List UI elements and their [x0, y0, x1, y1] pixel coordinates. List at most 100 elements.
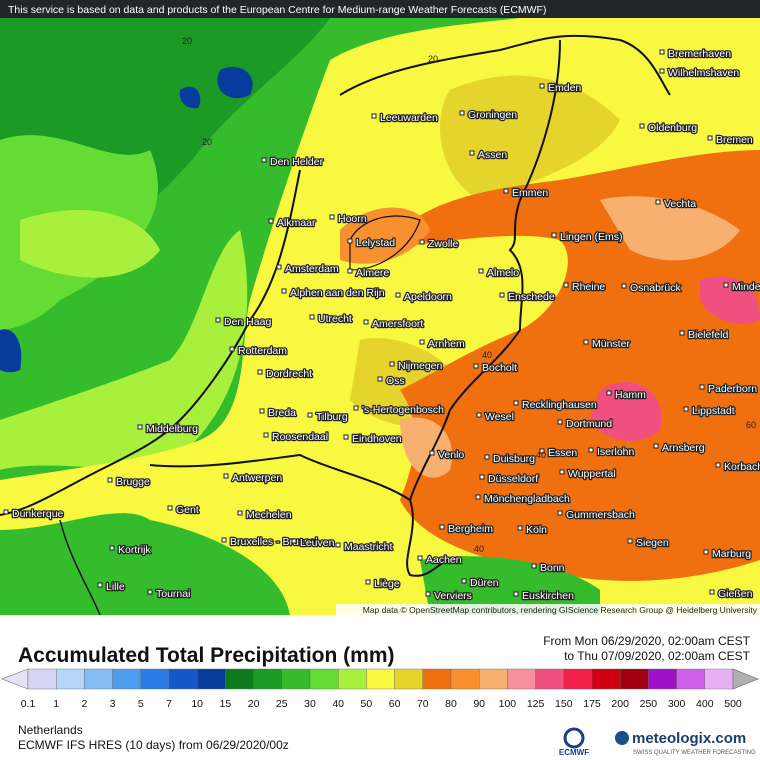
city-label: Korbach [724, 461, 760, 473]
city-marker [109, 545, 115, 551]
legend-level-label: 80 [445, 698, 457, 710]
city-label: Tournai [156, 588, 190, 600]
city-label: Bocholt [482, 362, 517, 374]
legend-level-label: 7 [166, 698, 172, 710]
region: Netherlands [18, 723, 83, 737]
legend-swatch [479, 668, 508, 690]
attribution-bg [336, 604, 760, 615]
city-marker [268, 218, 274, 224]
city-marker [347, 238, 353, 244]
city-label: Lelystad [356, 237, 395, 249]
legend-swatch [591, 668, 621, 690]
city-marker [513, 591, 519, 597]
city-marker [621, 283, 627, 289]
city-marker [237, 510, 243, 516]
city-marker [478, 268, 484, 274]
city-label: Oldenburg [648, 122, 697, 134]
city-label: Zwolle [428, 238, 459, 250]
city-label: Enschede [508, 291, 555, 303]
city-label: Gummersbach [566, 509, 635, 521]
legend-swatch [535, 668, 564, 690]
city-label: Paderborn [708, 383, 757, 395]
city-marker [707, 135, 713, 141]
legend-level-label: 3 [110, 698, 116, 710]
legend-swatch [648, 668, 677, 690]
city-marker [263, 432, 269, 438]
city-label: Lille [106, 581, 125, 593]
city-marker [557, 419, 563, 425]
city-marker [329, 214, 335, 220]
legend-swatch [422, 668, 452, 690]
city-label: Gent [176, 504, 199, 516]
legend-level-label: 60 [389, 698, 401, 710]
legend-swatch [338, 668, 367, 690]
legend-level-label: 15 [220, 698, 232, 710]
city-label: Alphen aan den Rijn [290, 287, 385, 299]
city-label: Amsterdam [285, 263, 339, 275]
city-label: Bonn [540, 562, 565, 574]
city-marker [473, 363, 479, 369]
city-marker [709, 589, 715, 595]
city-label: Marburg [712, 548, 751, 560]
city-label: Wuppertal [568, 468, 616, 480]
city-marker [639, 123, 645, 129]
city-label: Emden [548, 82, 581, 94]
model-info: ECMWF IFS HRES (10 days) from 06/29/2020… [18, 738, 289, 752]
city-marker [257, 369, 263, 375]
city-marker [389, 361, 395, 367]
city-label: Arnsberg [662, 442, 705, 454]
city-marker [683, 406, 689, 412]
city-label: Rheine [572, 281, 605, 293]
city-label: Den Helder [270, 156, 324, 168]
city-label: Münster [592, 338, 630, 350]
legend-level-label: 400 [696, 698, 714, 710]
city-label: Eindhoven [352, 433, 402, 445]
city-label: Kortrijk [118, 544, 151, 556]
city-marker [107, 477, 113, 483]
city-label: Mechelen [246, 509, 292, 521]
legend-level-label: 150 [555, 698, 573, 710]
city-label: Assen [478, 149, 507, 161]
legend-level-label: 200 [611, 698, 629, 710]
legend-swatch [394, 668, 424, 690]
city-label: Tilburg [316, 411, 348, 423]
city-marker [223, 473, 229, 479]
city-marker [459, 110, 465, 116]
meteologix-logo: meteologix.com SWISS QUALITY WEATHER FOR… [615, 730, 756, 756]
city-label: Roosendaal [272, 431, 328, 443]
legend-arrow-high [732, 668, 759, 690]
city-marker [229, 346, 235, 352]
city-label: Leeuwarden [380, 112, 438, 124]
city-marker [476, 412, 482, 418]
legend-swatch [620, 668, 649, 690]
city-marker [559, 469, 565, 475]
contour-label: 20 [428, 54, 438, 64]
city-label: Arnhem [428, 338, 465, 350]
city-marker [353, 405, 359, 411]
city-marker [371, 113, 377, 119]
city-label: Oss [386, 375, 405, 387]
city-marker [137, 424, 143, 430]
city-label: Wilhelmshaven [668, 67, 739, 79]
legend-level-label: 0.1 [21, 698, 36, 710]
city-label: Emmen [512, 187, 548, 199]
legend-level-label: 70 [417, 698, 429, 710]
city-label: Verviers [434, 590, 472, 602]
legend-level-label: 30 [304, 698, 316, 710]
city-marker [377, 376, 383, 382]
city-label: Hoorn [338, 213, 367, 225]
city-marker [215, 317, 221, 323]
city-label: Liège [374, 578, 400, 590]
city-label: Bremen [716, 134, 753, 146]
city-label: Leuven [300, 537, 335, 549]
legend-level-label: 250 [640, 698, 658, 710]
city-label: Apeldoorn [404, 291, 452, 303]
city-marker [563, 282, 569, 288]
city-label: Bergheim [448, 523, 493, 535]
city-label: Middelburg [146, 423, 198, 435]
city-marker [335, 542, 341, 548]
city-label: Breda [268, 407, 296, 419]
city-label: Lingen (Ems) [560, 231, 622, 243]
city-label: Wesel [485, 411, 514, 423]
city-label: Vechta [664, 198, 696, 210]
